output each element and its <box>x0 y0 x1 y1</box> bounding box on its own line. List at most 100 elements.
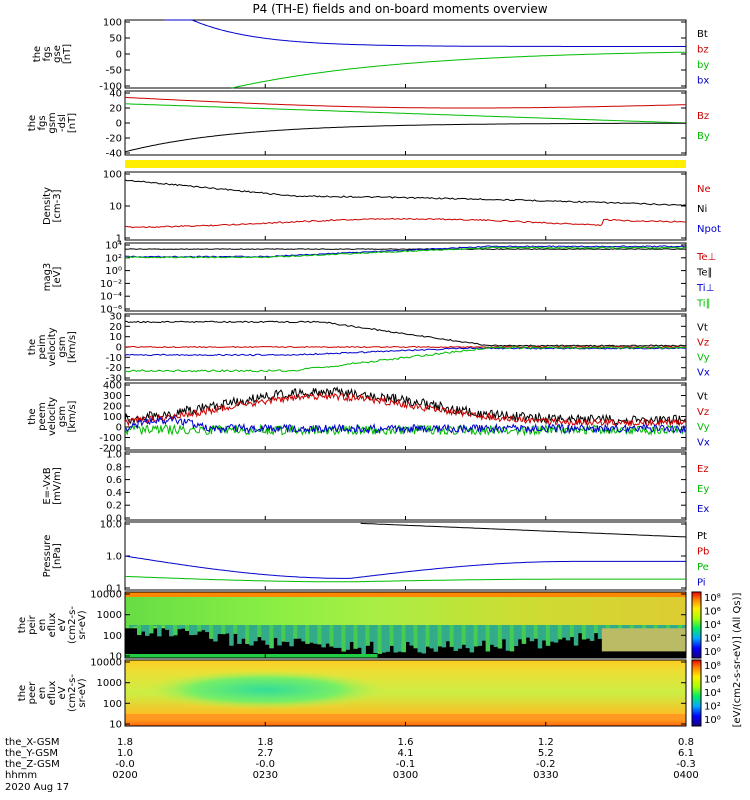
peir-pixel-column <box>561 625 567 638</box>
x-row-label: the_Y-GSM <box>5 748 58 759</box>
peir-pixel-column <box>493 625 499 647</box>
y-axis-label-line: eV <box>57 618 68 631</box>
x-row-label: hhmm <box>5 770 37 781</box>
peir-pixel-column <box>513 625 519 646</box>
peir-pixel-column <box>597 625 603 639</box>
y-tick-label: 0.6 <box>106 475 122 486</box>
y-axis-label-line: peim <box>37 334 48 359</box>
y-axis-label-line: eflux <box>47 613 58 638</box>
peir-pixel-column <box>565 625 571 641</box>
y-tick-label: 50 <box>109 34 122 45</box>
colorbar-tick: 10⁸ <box>704 661 721 672</box>
peir-pixel-column <box>385 625 390 652</box>
panel-efield: 1.00.8 0.6 0.4 0.2 0.0 E=-VxB [mV/m] Ez Ey Ex <box>42 450 709 525</box>
peir-bottom-band <box>125 654 378 658</box>
peir-right-patch <box>601 628 686 652</box>
y-axis-label-line: gsm <box>47 112 58 133</box>
peir-pixel-column <box>449 625 455 647</box>
legend-entry: Pb <box>697 546 709 557</box>
y-tick-label: 1000 <box>97 678 122 689</box>
series-line-bx <box>164 19 686 47</box>
peir-pixel-column <box>593 625 599 634</box>
peir-pixel-column <box>281 625 286 642</box>
y-axis-label-line: peer <box>27 681 38 705</box>
x-row-value: 5.2 <box>538 748 554 759</box>
y-axis-label-line: the <box>27 115 38 131</box>
peir-pixel-column <box>377 625 382 654</box>
peir-pixel-column <box>309 625 314 643</box>
y-axis-label-line: Pressure <box>42 535 53 578</box>
legend-entry: bz <box>697 44 709 55</box>
peir-pixel-column <box>221 625 226 635</box>
panel-peir-spectrogram: 10000 1000 100 10 the peir en eflux eV (cm2-s-sr-… <box>17 590 721 663</box>
y-axis-label-line: E=-VxB <box>42 467 53 504</box>
y-tick-label: 10⁴ <box>105 241 122 252</box>
colorbar-tick: 10⁴ <box>704 688 721 699</box>
y-tick-label: 100 <box>103 699 122 710</box>
peir-pixel-column <box>413 625 418 649</box>
legend-entry: Pt <box>697 531 707 542</box>
x-row-value: 1.6 <box>398 737 414 748</box>
peir-pixel-column <box>337 625 342 648</box>
peir-pixel-column <box>521 625 527 644</box>
peir-pixel-column <box>662 625 667 632</box>
y-axis-label-line: the <box>32 46 43 62</box>
y-axis-label-line: velocity <box>47 397 58 436</box>
y-tick-label: 10² <box>105 253 122 264</box>
x-row-value: -0.3 <box>676 759 696 770</box>
series-line-te-par <box>124 248 687 251</box>
legend-entry: Npot <box>697 224 721 235</box>
legend-entry: Ti⊥ <box>696 283 714 294</box>
y-tick-label: 0.0 <box>106 514 122 525</box>
x-row-value: 0230 <box>253 770 278 781</box>
peir-pixel-column <box>233 625 238 634</box>
legend-entry: Bz <box>697 111 709 122</box>
colorbar-tick: 10⁴ <box>704 620 721 631</box>
peir-pixel-column <box>173 625 178 636</box>
legend-entry: Ey <box>697 484 709 495</box>
peir-pixel-column <box>193 625 198 635</box>
y-axis-label-line: (cm2-s- <box>67 674 78 712</box>
peir-pixel-column <box>249 625 254 646</box>
peir-pixel-column <box>409 625 414 646</box>
x-row-value: 1.8 <box>117 737 133 748</box>
peir-pixel-column <box>157 625 162 637</box>
y-axis-label-line: [nPa] <box>52 543 63 569</box>
peir-pixel-column <box>285 625 290 642</box>
legend-entry: bx <box>697 75 709 86</box>
y-tick-label: 10⁰ <box>105 266 122 277</box>
x-row-value: 0200 <box>112 770 137 781</box>
series-line-pe <box>124 575 686 583</box>
legend-entry: Te∥ <box>696 267 713 278</box>
panel-density: 100 10 1 Density [cm-3] Ne Ni Npot <box>42 170 721 245</box>
colorbar-tick: 10² <box>704 702 721 713</box>
y-tick-label: 10⁻⁴ <box>100 292 122 303</box>
peir-pixel-column <box>497 625 503 649</box>
y-tick-label: 400 <box>103 381 122 392</box>
y-tick-label: 10⁻⁶ <box>100 305 122 316</box>
peir-pixel-column <box>441 625 447 648</box>
y-tick-label: -50 <box>106 66 122 77</box>
series-line-ne <box>124 217 686 229</box>
panel-frame <box>124 242 687 312</box>
y-axis-label-line: the <box>27 339 38 355</box>
y-tick-label: 0 <box>116 423 122 434</box>
peir-pixel-column <box>617 625 623 630</box>
peir-pixel-column <box>465 625 471 649</box>
figure-title: P4 (TH-E) fields and on-board moments ov… <box>252 2 547 16</box>
y-axis-label-line: -dsl <box>57 114 68 132</box>
x-row-value: 0.8 <box>678 737 694 748</box>
peir-pixel-column <box>505 625 511 651</box>
y-tick-label: 0.8 <box>106 462 122 473</box>
colorbar-tick: 10² <box>704 634 721 645</box>
colorbar <box>691 659 702 727</box>
peir-pixel-column <box>401 625 406 653</box>
peir-pixel-column <box>369 625 374 642</box>
peir-pixel-column <box>361 625 366 655</box>
peir-pixel-column <box>517 625 523 640</box>
peir-pixel-column <box>553 625 559 643</box>
y-axis-label-line: eV <box>57 686 68 699</box>
y-axis-label-line: fgs <box>42 46 53 61</box>
peir-pixel-column <box>469 625 475 653</box>
peir-pixel-column <box>293 625 298 639</box>
